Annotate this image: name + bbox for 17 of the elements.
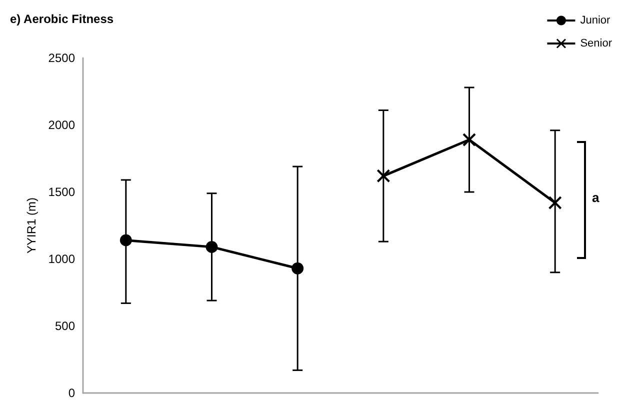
- y-tick-label: 0: [68, 386, 76, 400]
- y-tick-label: 2000: [48, 118, 76, 132]
- point: [120, 234, 132, 246]
- y-tick-label: 2500: [48, 51, 76, 65]
- y-tick-label: 1500: [48, 185, 76, 199]
- y-tick-label: 500: [54, 319, 76, 333]
- point: [206, 240, 218, 253]
- y-axis-title: YYIR1 (m): [24, 197, 38, 254]
- point: [548, 196, 562, 210]
- legend-label: Junior: [580, 14, 610, 26]
- legend-label: Senior: [580, 38, 612, 50]
- point: [376, 169, 390, 182]
- chart-title: e) Aerobic Fitness: [10, 12, 114, 26]
- annotation: a: [592, 190, 600, 205]
- point: [292, 262, 304, 274]
- y-tick-label: 1000: [48, 252, 76, 266]
- point: [462, 133, 476, 146]
